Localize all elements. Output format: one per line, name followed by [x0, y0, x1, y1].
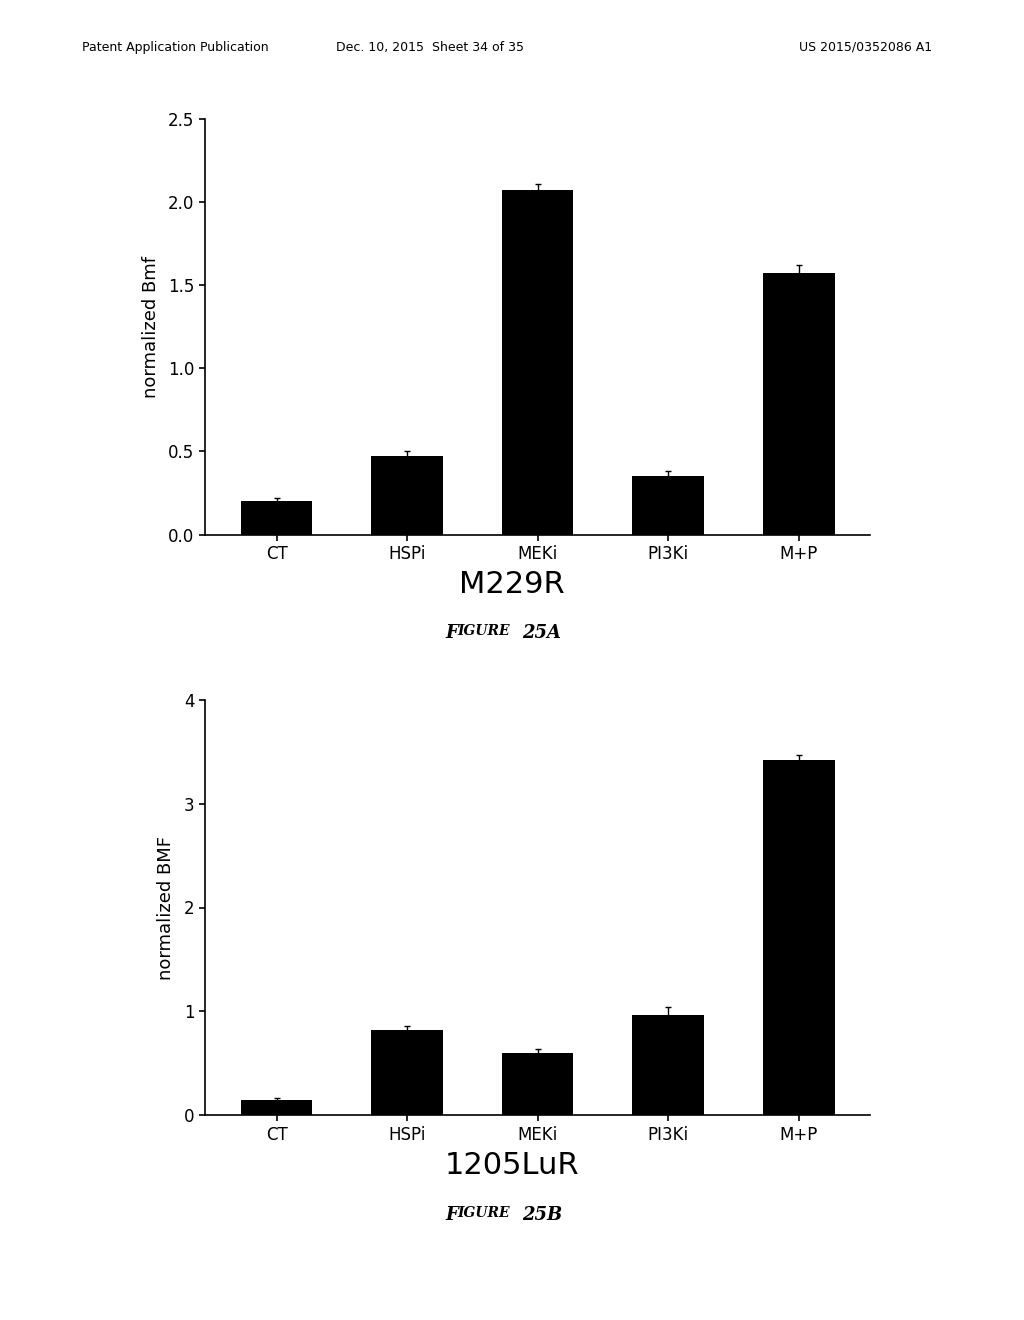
Text: IGURE: IGURE — [458, 1206, 515, 1221]
Bar — [241, 1100, 312, 1115]
Bar — [502, 190, 573, 535]
Bar — [763, 273, 835, 535]
Text: IGURE: IGURE — [458, 624, 515, 639]
Text: 25B: 25B — [522, 1206, 562, 1225]
Bar — [502, 1053, 573, 1115]
Text: 1205LuR: 1205LuR — [444, 1151, 580, 1180]
Text: Dec. 10, 2015  Sheet 34 of 35: Dec. 10, 2015 Sheet 34 of 35 — [336, 41, 524, 54]
Bar — [632, 477, 705, 535]
Bar — [763, 760, 835, 1115]
Text: Patent Application Publication: Patent Application Publication — [82, 41, 268, 54]
Bar — [372, 457, 443, 535]
Bar — [632, 1015, 705, 1115]
Bar — [241, 502, 312, 535]
Text: M229R: M229R — [459, 570, 565, 599]
Text: 25A: 25A — [522, 624, 561, 643]
Text: F: F — [445, 1206, 458, 1225]
Y-axis label: normalized BMF: normalized BMF — [158, 836, 175, 979]
Bar — [372, 1030, 443, 1115]
Text: US 2015/0352086 A1: US 2015/0352086 A1 — [799, 41, 932, 54]
Y-axis label: normalized Bmf: normalized Bmf — [141, 256, 160, 397]
Text: F: F — [445, 624, 458, 643]
